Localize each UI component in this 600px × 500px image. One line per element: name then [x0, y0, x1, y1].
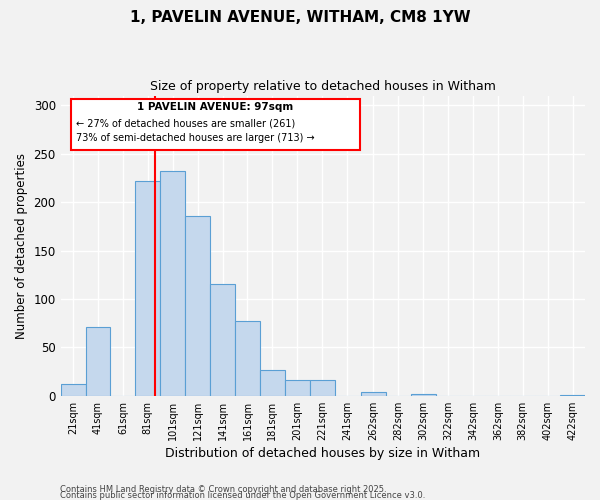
Bar: [210, 284, 235, 396]
Bar: [361, 392, 386, 396]
Text: ← 27% of detached houses are smaller (261): ← 27% of detached houses are smaller (26…: [76, 118, 296, 128]
FancyBboxPatch shape: [71, 98, 359, 150]
Bar: [160, 171, 185, 396]
Bar: [185, 216, 210, 396]
Bar: [310, 380, 335, 396]
Bar: [235, 321, 260, 396]
Text: 1 PAVELIN AVENUE: 97sqm: 1 PAVELIN AVENUE: 97sqm: [137, 102, 293, 112]
Bar: [136, 181, 160, 396]
Bar: [61, 384, 86, 396]
Text: 1, PAVELIN AVENUE, WITHAM, CM8 1YW: 1, PAVELIN AVENUE, WITHAM, CM8 1YW: [130, 10, 470, 25]
Bar: [410, 394, 436, 396]
Bar: [86, 327, 110, 396]
Title: Size of property relative to detached houses in Witham: Size of property relative to detached ho…: [150, 80, 496, 93]
Y-axis label: Number of detached properties: Number of detached properties: [15, 152, 28, 338]
Text: Contains public sector information licensed under the Open Government Licence v3: Contains public sector information licen…: [60, 490, 425, 500]
Text: 73% of semi-detached houses are larger (713) →: 73% of semi-detached houses are larger (…: [76, 133, 315, 143]
Bar: [560, 395, 585, 396]
X-axis label: Distribution of detached houses by size in Witham: Distribution of detached houses by size …: [165, 447, 481, 460]
Bar: [260, 370, 285, 396]
Text: Contains HM Land Registry data © Crown copyright and database right 2025.: Contains HM Land Registry data © Crown c…: [60, 485, 386, 494]
Bar: [285, 380, 310, 396]
